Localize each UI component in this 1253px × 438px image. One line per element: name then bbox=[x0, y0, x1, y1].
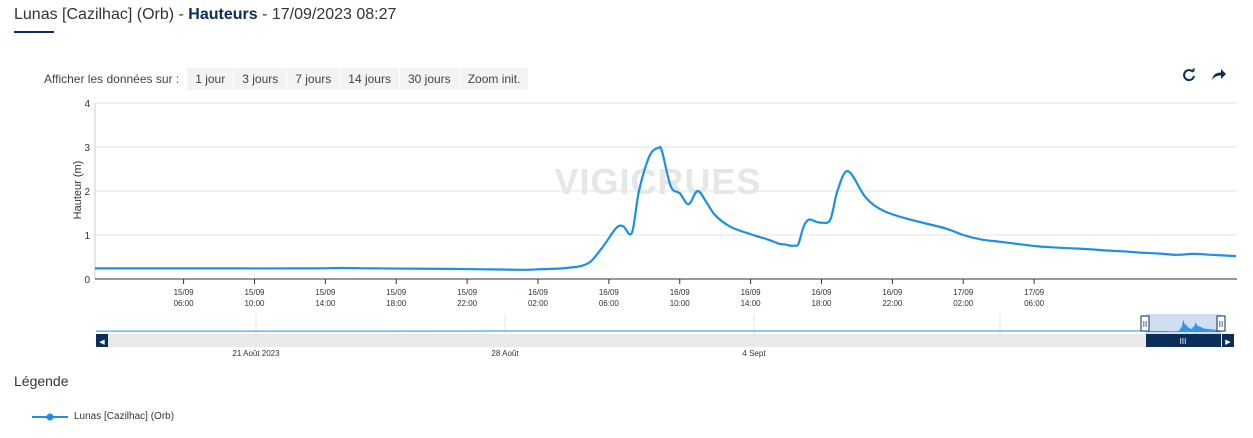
x-tick-label-date: 15/09 bbox=[244, 288, 265, 297]
scrollbar-thumb[interactable] bbox=[1146, 334, 1221, 347]
navigator-right-handle[interactable] bbox=[1216, 315, 1226, 332]
x-tick-label-time: 22:00 bbox=[457, 299, 478, 308]
y-tick-label: 3 bbox=[84, 143, 90, 154]
refresh-icon[interactable] bbox=[1180, 66, 1198, 84]
navigator: II II III ◀ ▶ 21 Août 2023 28 Août 4 Sep… bbox=[95, 314, 1236, 358]
legend-line-marker-icon bbox=[32, 413, 68, 420]
range-selector-label: Afficher les données sur : bbox=[44, 72, 180, 86]
x-tick-label-time: 06:00 bbox=[1024, 299, 1045, 308]
x-tick-label-time: 10:00 bbox=[670, 299, 691, 308]
chart-title: Lunas [Cazilhac] (Orb) - Hauteurs - 17/0… bbox=[14, 6, 396, 24]
x-tick-label-time: 06:00 bbox=[599, 299, 620, 308]
x-tick-label-date: 16/09 bbox=[528, 288, 549, 297]
range-1-day-button[interactable]: 1 jour bbox=[187, 68, 234, 90]
grid-layer bbox=[95, 102, 1237, 236]
y-axis: 0 1 2 3 4 bbox=[84, 99, 96, 286]
x-tick-label-date: 17/09 bbox=[1024, 288, 1045, 297]
zoom-reset-button[interactable]: Zoom init. bbox=[459, 68, 529, 90]
x-tick-label-time: 22:00 bbox=[882, 299, 903, 308]
x-tick-label-date: 15/09 bbox=[315, 288, 336, 297]
scrollbar-track[interactable] bbox=[108, 334, 1222, 347]
share-arrow-icon[interactable] bbox=[1210, 66, 1228, 84]
navigator-left-handle-grip: II bbox=[1143, 320, 1147, 329]
x-tick-label-time: 18:00 bbox=[386, 299, 407, 308]
series-line-lunas[interactable] bbox=[95, 145, 1237, 271]
y-axis-title: Hauteur (m) bbox=[72, 161, 84, 220]
range-selector: Afficher les données sur : 1 jour 3 jour… bbox=[44, 68, 529, 90]
measure-name: Hauteurs bbox=[188, 6, 258, 23]
legend-title: Légende bbox=[14, 373, 69, 389]
x-tick-label-date: 15/09 bbox=[174, 288, 195, 297]
x-tick-label-date: 15/09 bbox=[457, 288, 478, 297]
x-tick-label-date: 16/09 bbox=[741, 288, 762, 297]
navigator-left-handle[interactable] bbox=[1140, 315, 1150, 332]
x-tick-label-time: 02:00 bbox=[528, 299, 549, 308]
y-tick-label: 2 bbox=[84, 187, 90, 198]
x-tick-label-date: 17/09 bbox=[953, 288, 974, 297]
title-underline bbox=[14, 31, 54, 33]
scroll-right-arrow-icon: ▶ bbox=[1225, 339, 1231, 346]
y-tick-label: 1 bbox=[84, 231, 90, 242]
navigator-date-label-2: 28 Août bbox=[491, 349, 519, 358]
legend-item-lunas[interactable]: Lunas [Cazilhac] (Orb) bbox=[32, 411, 174, 422]
scroll-right-button[interactable] bbox=[1222, 334, 1234, 347]
x-axis: 15/09 06:00 15/09 10:00 15/09 14:00 15/09 18:00… bbox=[95, 278, 1237, 308]
legend-item-label: Lunas [Cazilhac] (Orb) bbox=[74, 411, 175, 422]
navigator-date-label-1: 21 Août 2023 bbox=[232, 349, 280, 358]
x-tick-label-time: 06:00 bbox=[174, 299, 195, 308]
x-tick-label-time: 18:00 bbox=[811, 299, 832, 308]
x-tick-label-date: 15/09 bbox=[386, 288, 407, 297]
x-tick-label-time: 14:00 bbox=[315, 299, 336, 308]
title-datetime: - 17/09/2023 08:27 bbox=[257, 6, 397, 23]
navigator-date-label-3: 4 Sept bbox=[742, 349, 766, 358]
y-tick-label: 0 bbox=[84, 275, 90, 286]
x-tick-label-date: 16/09 bbox=[811, 288, 832, 297]
x-tick-label-date: 16/09 bbox=[599, 288, 620, 297]
navigator-window-area bbox=[1148, 320, 1220, 332]
x-tick-label-time: 10:00 bbox=[244, 299, 265, 308]
scroll-left-arrow-icon: ◀ bbox=[99, 339, 105, 346]
scrollbar-thumb-grip: III bbox=[1180, 337, 1187, 346]
range-30-days-button[interactable]: 30 jours bbox=[399, 68, 459, 90]
range-14-days-button[interactable]: 14 jours bbox=[340, 68, 399, 90]
range-3-days-button[interactable]: 3 jours bbox=[234, 68, 287, 90]
scroll-left-button[interactable] bbox=[96, 334, 108, 347]
y-tick-label: 4 bbox=[84, 99, 90, 110]
navigator-right-handle-grip: II bbox=[1219, 320, 1223, 329]
x-tick-label-time: 14:00 bbox=[741, 299, 762, 308]
x-tick-label-date: 16/09 bbox=[882, 288, 903, 297]
x-tick-label-time: 02:00 bbox=[953, 299, 974, 308]
navigator-track bbox=[96, 314, 1236, 334]
vigicrues-watermark: VIGICRUES bbox=[554, 161, 761, 202]
range-7-days-button[interactable]: 7 jours bbox=[287, 68, 340, 90]
station-name: Lunas [Cazilhac] (Orb) bbox=[14, 6, 175, 23]
x-tick-label-date: 16/09 bbox=[670, 288, 691, 297]
title-separator: - bbox=[174, 6, 189, 23]
